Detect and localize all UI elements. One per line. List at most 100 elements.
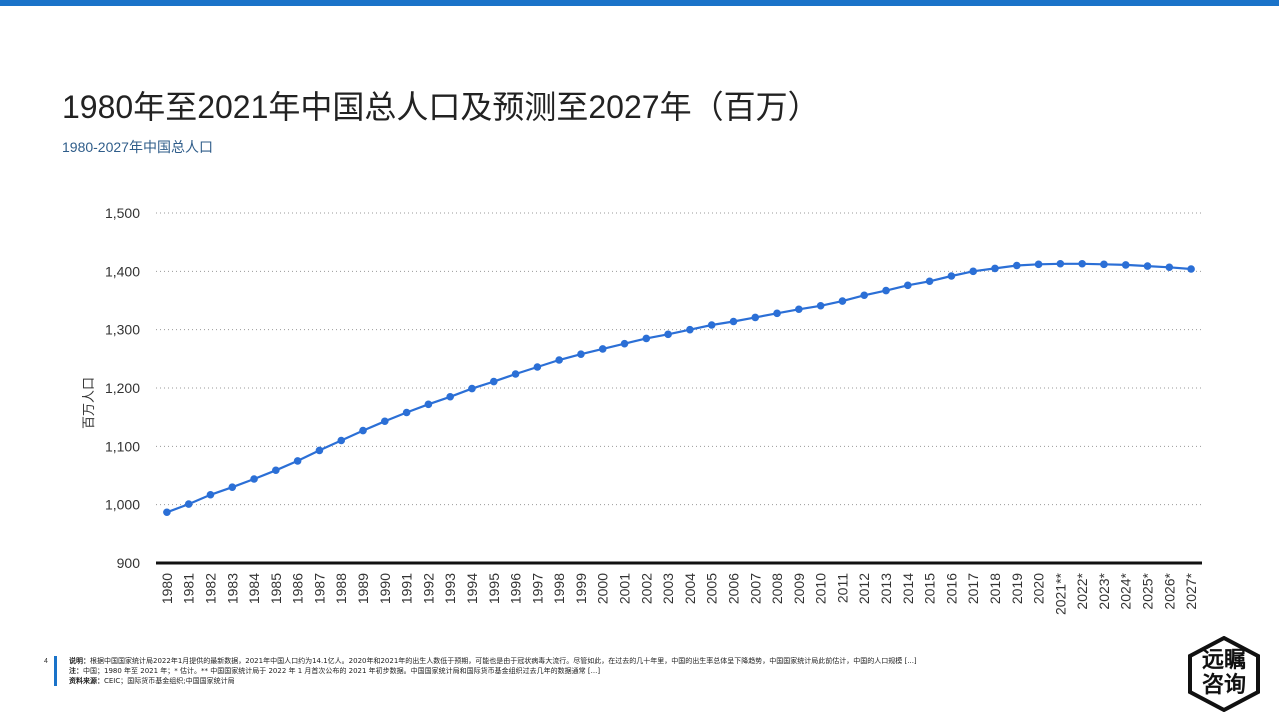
x-tick-label: 1993 (442, 573, 458, 604)
data-point (184, 500, 193, 508)
x-tick-label: 1980 (159, 573, 175, 604)
x-tick-label: 1987 (311, 573, 327, 604)
footer-note-row: 说明：根据中国国家统计局2022年1月提供的最新数据，2021年中国人口约为14… (69, 656, 1149, 666)
x-tick-label: 1997 (529, 573, 545, 604)
x-tick-label: 1990 (377, 573, 393, 604)
x-tick-label: 2018 (987, 573, 1003, 604)
data-point (381, 417, 389, 426)
x-tick-label: 2001 (617, 573, 633, 604)
data-point (468, 384, 476, 393)
footer-notes: 说明：根据中国国家统计局2022年1月提供的最新数据，2021年中国人口约为14… (54, 656, 1149, 686)
x-tick-label: 1985 (268, 573, 284, 604)
x-tick-label: 1989 (355, 573, 371, 604)
data-point (293, 457, 302, 465)
data-point (555, 356, 563, 364)
data-point (1121, 261, 1130, 269)
data-point (598, 345, 607, 353)
data-point (947, 272, 956, 280)
company-logo: 远瞩 咨询 (1186, 635, 1262, 713)
footer-note-text: 根据中国国家统计局2022年1月提供的最新数据，2021年中国人口约为14.1亿… (90, 657, 917, 665)
data-point (729, 317, 738, 326)
x-tick-label: 1992 (420, 573, 436, 604)
data-point (773, 309, 781, 318)
y-axis-title: 百万人口 (82, 377, 97, 429)
data-point (250, 475, 258, 483)
data-point (511, 370, 520, 378)
data-point (337, 436, 346, 445)
x-tick-label: 2016 (943, 573, 959, 604)
x-tick-label: 2024* (1118, 572, 1134, 609)
x-tick-label: 2015 (922, 573, 938, 604)
y-tick-label: 1,000 (105, 497, 140, 513)
x-tick-label: 1996 (508, 573, 524, 604)
x-tick-label: 2009 (791, 573, 807, 604)
x-tick-label: 2011 (834, 573, 850, 603)
x-tick-label: 2013 (878, 573, 894, 604)
data-point (795, 305, 803, 314)
data-point (1034, 260, 1043, 269)
page-number: 4 (44, 658, 48, 665)
x-tick-label: 1986 (290, 573, 306, 604)
y-tick-label: 1,500 (105, 205, 140, 221)
y-tick-label: 1,300 (105, 322, 140, 338)
data-point (816, 301, 825, 310)
data-point (904, 281, 912, 290)
data-point (1187, 265, 1195, 273)
x-tick-label: 2012 (856, 573, 872, 604)
data-point (163, 508, 171, 517)
data-point (1078, 259, 1086, 268)
data-point (272, 466, 280, 475)
footer-source-text: CEIC；国际货币基金组织;中国国家统计局 (104, 677, 235, 685)
x-tick-label: 1995 (486, 573, 502, 604)
data-point (359, 426, 367, 435)
data-point (446, 392, 454, 401)
x-tick-label: 2017 (965, 573, 981, 604)
data-point (838, 297, 847, 305)
data-point (1056, 259, 1065, 268)
data-point (925, 277, 934, 286)
data-point (533, 363, 542, 371)
data-point (620, 339, 629, 348)
hexagon-logo-icon (1188, 635, 1260, 713)
x-tick-label: 2014 (900, 573, 916, 604)
y-tick-label: 1,400 (105, 263, 140, 279)
x-tick-label: 2005 (704, 573, 720, 604)
footer-source-label: 资料来源： (69, 677, 104, 685)
y-tick-label: 900 (117, 555, 141, 571)
x-tick-label: 1982 (202, 573, 218, 604)
x-tick-label: 2027* (1183, 572, 1199, 609)
footer-note-label: 说明： (69, 657, 90, 665)
data-point (860, 291, 869, 300)
data-point (751, 313, 760, 322)
y-tick-label: 1,200 (105, 380, 140, 396)
data-point (489, 377, 498, 386)
x-tick-label: 2023* (1096, 572, 1112, 609)
x-tick-label: 2004 (682, 573, 698, 604)
data-point (424, 400, 433, 409)
x-tick-label: 1988 (333, 573, 349, 604)
footer-source-row: 资料来源：CEIC；国际货币基金组织;中国国家统计局 (69, 676, 1149, 686)
logo-line-2: 咨询 (1201, 673, 1246, 698)
data-point (1012, 261, 1021, 270)
data-point (315, 446, 324, 455)
data-point (664, 330, 672, 339)
x-tick-label: 2007 (747, 573, 763, 604)
x-tick-label: 2000 (595, 573, 611, 604)
x-tick-label: 2002 (638, 573, 654, 604)
x-tick-label: 1984 (246, 573, 262, 604)
x-tick-label: 2010 (813, 573, 829, 604)
data-point (1143, 262, 1152, 270)
x-tick-label: 2019 (1009, 573, 1025, 604)
data-point (1165, 263, 1174, 272)
page-title: 1980年至2021年中国总人口及预测至2027年（百万） (62, 89, 820, 125)
footer-remark-label: 注： (69, 667, 83, 675)
x-tick-label: 2003 (660, 573, 676, 604)
data-point (1100, 260, 1108, 269)
x-tick-label: 2022* (1074, 572, 1090, 609)
x-tick-label: 2021** (1052, 572, 1068, 615)
data-point (686, 325, 694, 334)
x-tick-label: 2025* (1140, 572, 1156, 609)
x-tick-label: 1994 (464, 573, 480, 604)
x-tick-label: 2026* (1161, 572, 1177, 609)
data-point (402, 408, 411, 417)
